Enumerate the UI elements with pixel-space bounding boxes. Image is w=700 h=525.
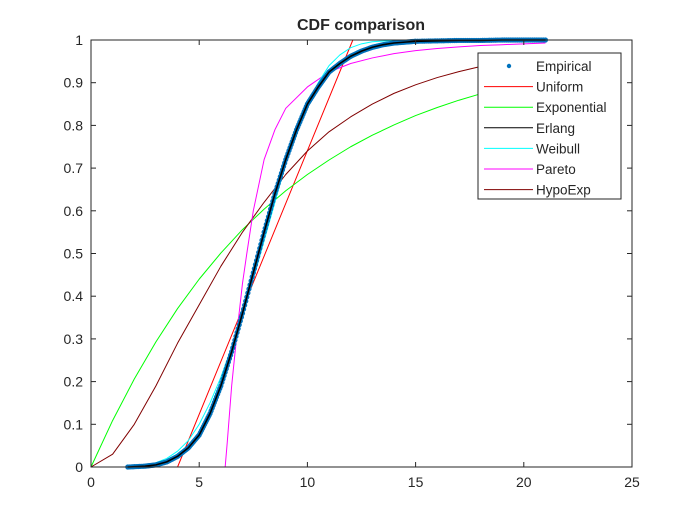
legend-label: Weibull: [536, 141, 580, 156]
y-tick-label: 0.2: [64, 374, 84, 390]
legend-item-hypoexp: HypoExp: [484, 183, 591, 198]
legend-marker: [506, 63, 512, 69]
series-line-exponential: [90, 77, 546, 468]
x-tick-label: 0: [87, 474, 95, 490]
y-tick-label: 0.8: [64, 117, 84, 133]
series-exponential: [90, 77, 546, 468]
legend-label: HypoExp: [536, 183, 591, 198]
y-tick-label: 0.3: [64, 331, 84, 347]
legend-label: Erlang: [536, 121, 575, 136]
series-line-erlang: [127, 39, 546, 468]
y-tick-label: 0.9: [64, 75, 84, 91]
legend-label: Exponential: [536, 100, 607, 115]
ticks-layer: 0 5 10 15 20 25 0 0.1 0.2 0.3 0.4 0.5 0.6 0.7 0.8 0.9 1: [64, 32, 640, 490]
y-tick-label: 0.1: [64, 416, 84, 432]
y-tick-label: 0.7: [64, 160, 84, 176]
legend-label: Uniform: [536, 80, 583, 95]
legend-item-uniform: Uniform: [484, 80, 583, 95]
legend-box: [477, 52, 622, 200]
series-erlang: [127, 39, 546, 468]
y-tick-label: 0.5: [64, 246, 84, 262]
x-tick-label: 25: [624, 474, 640, 490]
legend-label: Empirical: [536, 59, 592, 74]
legend-item-pareto: Pareto: [484, 162, 576, 177]
series-line-hypoexp: [90, 55, 546, 468]
legend-item-weibull: Weibull: [484, 141, 580, 156]
x-tick-label: 10: [300, 474, 316, 490]
legend: Empirical Uniform Exponential Erlang Weibull…: [477, 52, 622, 200]
chart-title: CDF comparison: [297, 17, 425, 34]
y-tick-label: 0.6: [64, 203, 84, 219]
x-tick-label: 5: [195, 474, 203, 490]
x-tick-label: 15: [408, 474, 424, 490]
x-tick-label: 20: [516, 474, 532, 490]
legend-item-erlang: Erlang: [484, 121, 575, 136]
legend-item-exponential: Exponential: [484, 100, 607, 115]
legend-label: Pareto: [536, 162, 576, 177]
y-tick-label: 0.4: [64, 288, 84, 304]
y-tick-label: 1: [75, 32, 83, 48]
legend-item-empirical: Empirical: [506, 59, 592, 74]
series-hypoexp: [90, 55, 546, 468]
y-tick-label: 0: [75, 459, 83, 475]
